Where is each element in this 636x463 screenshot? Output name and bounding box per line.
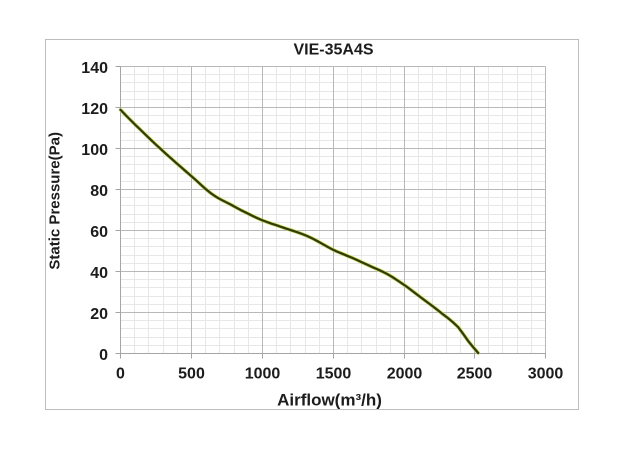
svg-text:1000: 1000 xyxy=(245,366,281,383)
svg-text:40: 40 xyxy=(90,265,108,282)
svg-text:500: 500 xyxy=(178,366,205,383)
svg-text:20: 20 xyxy=(90,306,108,323)
svg-text:3000: 3000 xyxy=(528,366,564,383)
svg-text:120: 120 xyxy=(81,101,108,118)
svg-text:140: 140 xyxy=(81,60,108,77)
svg-text:2000: 2000 xyxy=(387,366,423,383)
svg-text:100: 100 xyxy=(81,142,108,159)
svg-text:1500: 1500 xyxy=(316,366,352,383)
svg-text:Static Pressure(Pa): Static Pressure(Pa) xyxy=(47,132,64,270)
svg-text:0: 0 xyxy=(99,347,108,364)
svg-text:60: 60 xyxy=(90,224,108,241)
svg-text:80: 80 xyxy=(90,183,108,200)
svg-text:VIE-35A4S: VIE-35A4S xyxy=(293,42,373,59)
svg-text:Airflow(m³/h): Airflow(m³/h) xyxy=(277,391,382,410)
svg-text:2500: 2500 xyxy=(457,366,493,383)
svg-text:0: 0 xyxy=(116,366,125,383)
